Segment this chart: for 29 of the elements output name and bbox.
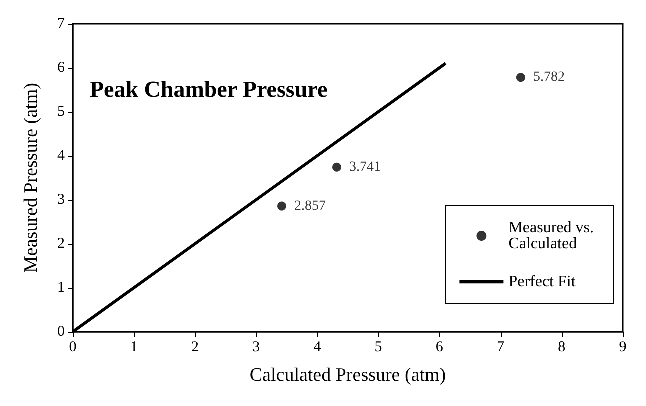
x-tick-label: 6 — [436, 340, 444, 356]
y-tick-label: 7 — [58, 16, 66, 32]
legend-label: Perfect Fit — [508, 274, 576, 290]
data-label: 5.782 — [533, 70, 565, 86]
y-tick-label: 6 — [58, 60, 66, 76]
point — [278, 202, 286, 211]
x-tick-label: 1 — [130, 340, 138, 356]
point — [516, 73, 526, 82]
x-tick-label: 0 — [69, 340, 77, 356]
x-tick-label: 7 — [497, 340, 506, 356]
y-tick-label: 1 — [58, 280, 65, 296]
y-tick-label: 4 — [58, 148, 66, 164]
x-tick-label: 2 — [191, 340, 199, 356]
y-tick-label: 5 — [58, 104, 65, 120]
y-tick-label: 2 — [58, 236, 65, 252]
x-tick-label: 9 — [619, 340, 627, 356]
x-tick-label: 8 — [558, 340, 566, 356]
point — [332, 162, 342, 172]
x-axis-title: Calculated Pressure (atm) — [250, 365, 446, 386]
legend-label: Measured vs. Calculated — [508, 220, 598, 252]
data-label: 3.741 — [350, 160, 381, 175]
y-tick-label: 0 — [58, 324, 65, 340]
x-tick-label: 5 — [374, 340, 382, 356]
data-label: 2.857 — [294, 198, 326, 214]
y-axis-title: Measured Pressure (atm) — [21, 83, 42, 273]
y-tick-label: 3 — [58, 192, 65, 208]
x-tick-label: 4 — [314, 340, 322, 356]
text: Peak Chamber Pressure — [90, 77, 328, 102]
x-tick-label: 3 — [252, 340, 260, 356]
